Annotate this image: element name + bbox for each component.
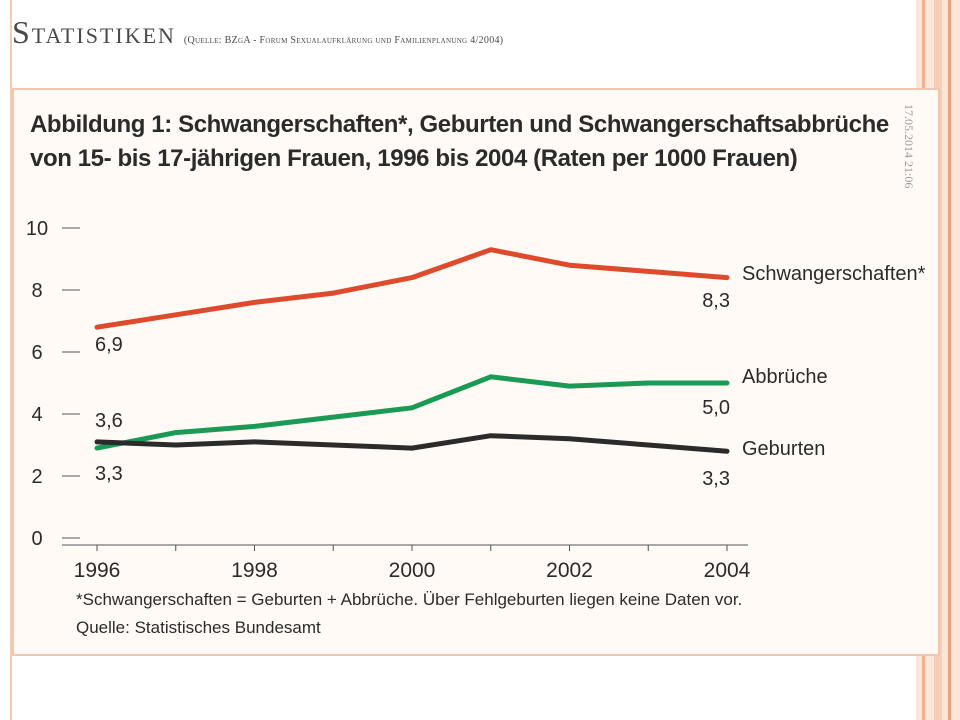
- series-line-0: [94, 247, 730, 330]
- chart-footnote: *Schwangerschaften = Geburten + Abbrüche…: [76, 590, 743, 609]
- x-tick-label-2000: 2000: [389, 559, 436, 582]
- y-tick-label-2: 2: [31, 466, 42, 488]
- series-line-2: [94, 433, 730, 454]
- start-label-2: 3,3: [95, 463, 123, 485]
- x-tick-label-1996: 1996: [74, 559, 121, 582]
- y-tick-label-0: 0: [31, 528, 42, 550]
- y-tick-label-4: 4: [31, 404, 42, 426]
- x-tick-label-1998: 1998: [231, 559, 278, 582]
- y-tick-label-6: 6: [31, 342, 42, 364]
- end-label-1: 5,0: [702, 397, 730, 419]
- x-tick-label-2002: 2002: [546, 559, 593, 582]
- y-tick-label-10: 10: [26, 218, 48, 240]
- series-name-2: Geburten: [742, 438, 825, 460]
- series-line-1: [94, 374, 730, 451]
- slide-title-source: (Quelle: BZgA - Forum Sexualaufklärung u…: [183, 35, 504, 46]
- series-name-0: Schwangerschaften*: [742, 263, 926, 285]
- chart-source: Quelle: Statistisches Bundesamt: [76, 618, 321, 637]
- chart-frame: [12, 88, 940, 656]
- date-stamp: 17.05.2014 21:06: [902, 104, 916, 189]
- y-tick-label-8: 8: [31, 280, 42, 302]
- slide-title: Statistiken (Quelle: BZgA - Forum Sexuala…: [12, 16, 503, 48]
- end-label-2: 3,3: [702, 468, 730, 490]
- start-label-1: 3,6: [95, 410, 123, 432]
- end-label-0: 8,3: [702, 290, 730, 312]
- x-tick-label-2004: 2004: [704, 559, 751, 582]
- left-border-line: [10, 0, 12, 720]
- series-name-1: Abbrüche: [742, 366, 828, 388]
- chart-title: Abbildung 1: Schwangerschaften*, Geburte…: [30, 111, 889, 172]
- slide-title-main: Statistiken: [12, 14, 176, 50]
- start-label-0: 6,9: [95, 334, 123, 356]
